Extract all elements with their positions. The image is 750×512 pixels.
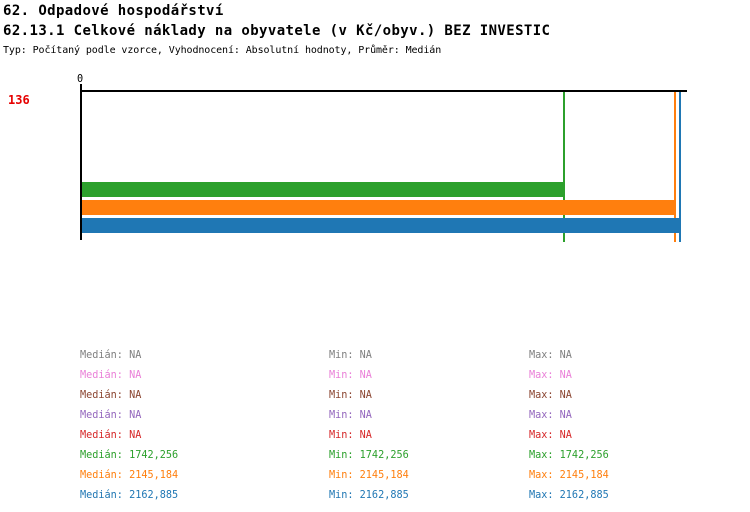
stat-max-row-7: Max: 2162,885 <box>529 490 609 501</box>
stat-max-row-6: Max: 2145,184 <box>529 470 609 481</box>
bar-R2024 <box>82 200 674 215</box>
stat-min-row-2: Min: NA <box>329 390 372 401</box>
value-marker-line-R2023 <box>563 92 565 242</box>
y-axis-line <box>80 84 82 240</box>
value-marker-line-R2025 <box>679 92 681 242</box>
bar-R2023 <box>82 182 563 197</box>
indicator-meta: Typ: Počítaný podle vzorce, Vyhodnocení:… <box>3 45 442 56</box>
x-axis-line <box>80 90 687 92</box>
stat-max-row-5: Max: 1742,256 <box>529 450 609 461</box>
stat-min-row-4: Min: NA <box>329 430 372 441</box>
stat-median-row-4: Medián: NA <box>80 430 142 441</box>
stat-max-row-1: Max: NA <box>529 370 572 381</box>
stat-max-row-4: Max: NA <box>529 430 572 441</box>
stat-max-row-3: Max: NA <box>529 410 572 421</box>
value-marker-line-R2024 <box>674 92 676 242</box>
stat-median-row-3: Medián: NA <box>80 410 142 421</box>
stat-min-row-5: Min: 1742,256 <box>329 450 409 461</box>
stat-min-row-0: Min: NA <box>329 350 372 361</box>
stat-max-row-0: Max: NA <box>529 350 572 361</box>
stat-max-row-2: Max: NA <box>529 390 572 401</box>
stat-median-row-1: Medián: NA <box>80 370 142 381</box>
x-axis-zero-tick: 0 <box>77 74 84 85</box>
stat-min-row-1: Min: NA <box>329 370 372 381</box>
stat-median-row-7: Medián: 2162,885 <box>80 490 179 501</box>
stat-median-row-0: Medián: NA <box>80 350 142 361</box>
bar-R2025 <box>82 218 679 233</box>
stat-min-row-3: Min: NA <box>329 410 372 421</box>
row-number-badge: 136 <box>8 93 30 107</box>
stat-median-row-6: Medián: 2145,184 <box>80 470 179 481</box>
stat-min-row-6: Min: 2145,184 <box>329 470 409 481</box>
stat-median-row-5: Medián: 1742,256 <box>80 450 179 461</box>
report-title: 62. Odpadové hospodářství <box>3 3 224 19</box>
stat-median-row-2: Medián: NA <box>80 390 142 401</box>
indicator-title: 62.13.1 Celkové náklady na obyvatele (v … <box>3 23 551 39</box>
stat-min-row-7: Min: 2162,885 <box>329 490 409 501</box>
